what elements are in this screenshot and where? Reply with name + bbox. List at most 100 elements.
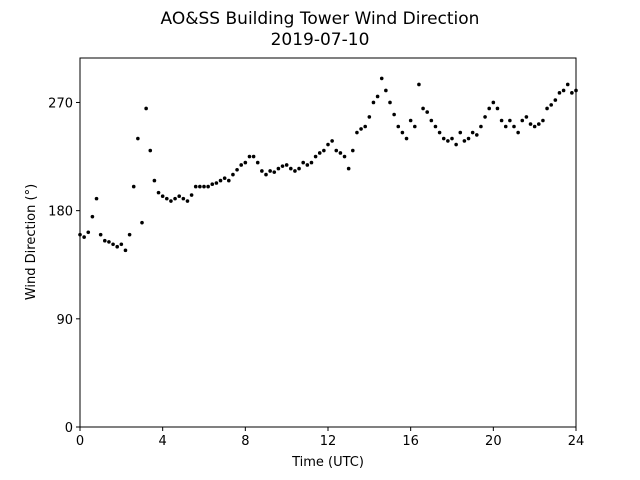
- data-point: [359, 127, 363, 131]
- data-point: [177, 194, 181, 199]
- y-tick-label: 90: [56, 313, 73, 328]
- data-point: [227, 178, 231, 183]
- data-point: [458, 130, 463, 135]
- data-point: [165, 196, 169, 201]
- data-point: [524, 115, 529, 119]
- data-point: [284, 163, 289, 167]
- data-point: [193, 184, 198, 189]
- data-point: [413, 124, 417, 129]
- data-point: [565, 82, 570, 87]
- data-point: [140, 220, 144, 225]
- data-point: [173, 196, 177, 201]
- data-point: [574, 88, 578, 93]
- data-point: [326, 142, 330, 147]
- data-point: [499, 118, 504, 123]
- data-point: [260, 169, 264, 173]
- data-point: [400, 130, 405, 135]
- data-point: [483, 115, 487, 119]
- data-point: [123, 248, 128, 253]
- data-point: [309, 160, 314, 165]
- data-point: [214, 181, 219, 185]
- data-point: [466, 136, 471, 141]
- data-point: [103, 238, 107, 243]
- data-point: [479, 124, 483, 129]
- data-point: [86, 230, 91, 235]
- data-point: [541, 118, 545, 123]
- data-point: [169, 199, 173, 203]
- data-point: [450, 136, 454, 141]
- data-point: [181, 196, 186, 201]
- data-point: [346, 166, 351, 171]
- data-point: [231, 172, 235, 177]
- data-point: [396, 124, 401, 129]
- data-point: [202, 184, 206, 189]
- data-point: [487, 106, 492, 111]
- data-point: [322, 148, 326, 153]
- y-axis-label: Wind Direction (°): [24, 184, 39, 300]
- data-point: [375, 94, 380, 99]
- x-tick-label: 0: [76, 434, 84, 449]
- y-tick-label: 0: [65, 421, 73, 436]
- data-point: [235, 167, 239, 172]
- data-point: [367, 115, 372, 119]
- data-point: [297, 166, 301, 171]
- chart-subtitle: 2019-07-10: [271, 30, 370, 50]
- data-point: [503, 124, 508, 129]
- data-point: [264, 172, 268, 177]
- y-tick-label: 180: [48, 205, 73, 220]
- data-point: [218, 178, 223, 183]
- data-point: [495, 106, 500, 111]
- data-point: [107, 240, 111, 244]
- x-tick-label: 4: [159, 434, 167, 449]
- data-point: [404, 136, 409, 141]
- data-point: [119, 242, 124, 247]
- data-point: [561, 88, 566, 93]
- data-point: [462, 139, 467, 143]
- data-point: [532, 124, 537, 129]
- data-point: [421, 106, 425, 111]
- data-point: [301, 160, 306, 165]
- data-point: [247, 154, 252, 159]
- data-point: [342, 154, 347, 159]
- data-point: [243, 160, 248, 165]
- data-point: [90, 214, 95, 219]
- data-point: [441, 136, 446, 141]
- x-tick-label: 24: [568, 434, 585, 449]
- data-point: [148, 148, 153, 153]
- data-point: [338, 151, 343, 155]
- data-point: [94, 196, 99, 201]
- data-point: [206, 184, 210, 189]
- data-point: [136, 136, 140, 141]
- data-point: [557, 91, 562, 95]
- data-point: [363, 124, 368, 129]
- data-point: [78, 232, 82, 237]
- data-point: [516, 130, 520, 135]
- data-point: [491, 100, 496, 105]
- data-point: [446, 139, 450, 143]
- data-point: [334, 148, 339, 153]
- x-tick-label: 20: [485, 434, 502, 449]
- data-point: [512, 124, 516, 129]
- data-point: [528, 122, 533, 126]
- data-point: [98, 232, 103, 237]
- data-point: [392, 112, 396, 117]
- data-point: [553, 98, 558, 102]
- data-point: [305, 163, 310, 167]
- x-tick-label: 16: [402, 434, 419, 449]
- data-point: [454, 142, 458, 147]
- data-point: [131, 184, 136, 189]
- data-point: [313, 154, 318, 159]
- chart-title: AO&SS Building Tower Wind Direction: [161, 9, 480, 29]
- data-point: [276, 166, 281, 171]
- data-point: [111, 242, 115, 247]
- data-point: [520, 118, 525, 123]
- x-tick-label: 8: [241, 434, 249, 449]
- data-point: [429, 118, 434, 123]
- data-point: [537, 122, 541, 126]
- data-point: [371, 100, 376, 105]
- data-point: [144, 106, 148, 111]
- y-tick-label: 270: [48, 96, 73, 111]
- data-point: [475, 133, 479, 137]
- data-point: [351, 148, 355, 153]
